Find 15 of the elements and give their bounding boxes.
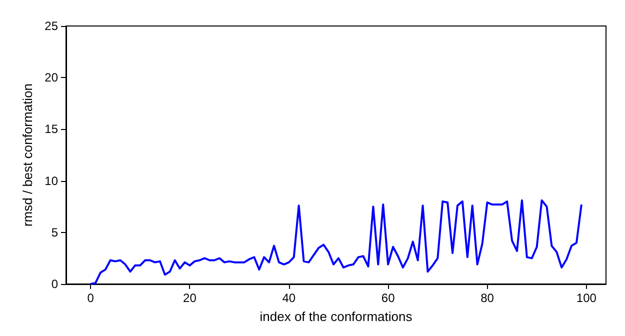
- x-tick-label: 60: [381, 291, 396, 305]
- x-tick-label: 100: [576, 291, 597, 305]
- x-tick-label: 40: [282, 291, 296, 305]
- line-series: [90, 199, 582, 285]
- y-tick-label: 5: [51, 225, 58, 240]
- x-axis-title: index of the conformations: [260, 309, 413, 324]
- y-tick-label: 10: [44, 174, 58, 188]
- y-tick-label: 25: [44, 19, 58, 33]
- y-tick-label: 20: [44, 70, 58, 85]
- y-tick-label: 0: [51, 277, 58, 291]
- x-tick-label: 0: [87, 291, 94, 305]
- x-tick-label: 80: [480, 291, 494, 305]
- x-tick-label: 20: [183, 291, 197, 305]
- y-tick-label: 15: [44, 122, 58, 136]
- y-axis-title: rmsd / best conformation: [20, 83, 35, 227]
